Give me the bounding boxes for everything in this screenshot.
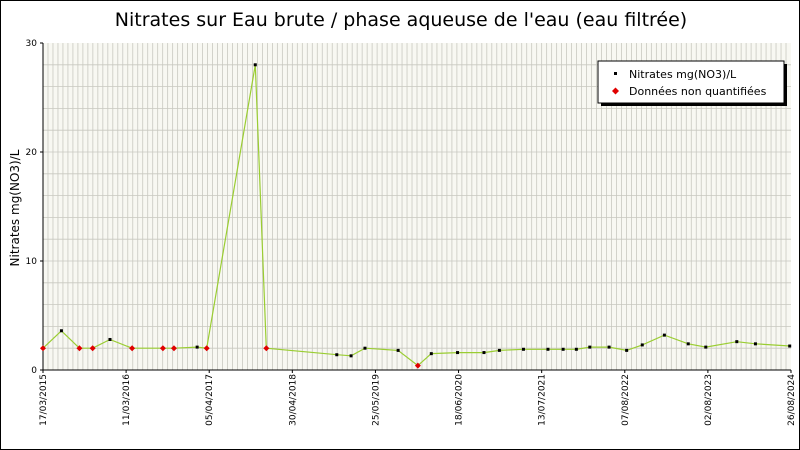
data-point [521,347,525,351]
legend-marker-non-quantified [612,87,619,95]
x-tick-label: 26/08/2024 [787,374,797,426]
x-tick-label: 05/04/2017 [205,374,215,426]
data-point [574,347,578,351]
data-point-non-quantified [76,345,83,352]
y-tick-label: 20 [26,148,38,158]
x-tick-label: 17/03/2015 [39,374,49,426]
data-point-non-quantified [129,345,136,352]
legend-label-quantified: Nitrates mg(NO3)/L [629,68,737,81]
data-point [788,344,792,348]
x-ticks: 17/03/2015 11/03/2016 05/04/2017 30/04/2018… [39,370,797,426]
x-tick-label: 07/08/2022 [621,374,631,426]
data-point-non-quantified [203,345,210,352]
y-tick-label: 0 [31,366,37,376]
data-point [349,354,353,358]
data-point [753,342,757,346]
legend-box [597,60,785,104]
legend: Nitrates mg(NO3)/L Données non quantifié… [597,60,787,106]
y-tick-label: 30 [26,39,38,49]
data-point [335,353,339,357]
data-point [588,345,592,349]
y-tick-label: 10 [26,257,38,267]
x-tick-label: 13/07/2021 [538,374,548,426]
data-point [396,348,400,352]
x-tick-label: 25/05/2019 [371,374,381,426]
data-point [456,351,460,355]
data-point [59,329,63,333]
x-tick-label: 18/06/2020 [455,374,465,426]
y-axis-label: Nitrates mg(NO3)/L [8,149,22,266]
legend-label-non-quantified: Données non quantifiées [629,85,767,98]
axes [42,43,791,371]
x-tick-label: 30/04/2018 [288,374,298,426]
y-ticks: 0 10 20 30 [26,39,43,376]
data-point [625,348,629,352]
data-point [735,340,739,344]
data-point [363,346,367,350]
data-point [640,343,644,347]
chart-title: Nitrates sur Eau brute / phase aqueuse d… [115,9,687,31]
data-point [561,347,565,351]
data-point-non-quantified [263,345,270,352]
data-point-non-quantified [159,345,166,352]
data-point-non-quantified [170,345,177,352]
series [40,63,792,369]
data-point [546,347,550,351]
data-point [195,345,199,349]
x-tick-label: 11/03/2016 [122,374,132,426]
data-point [704,345,708,349]
data-point [607,345,611,349]
data-point [108,337,112,341]
data-point-non-quantified [40,345,46,352]
data-point-non-quantified [89,345,96,352]
data-point [253,63,257,67]
data-point [497,348,501,352]
data-point [482,351,486,355]
x-tick-label: 02/08/2023 [704,374,714,426]
legend-marker-quantified [614,72,617,75]
data-point-non-quantified [414,362,421,369]
data-point [686,342,690,346]
data-point [429,352,433,356]
data-point [662,333,666,337]
